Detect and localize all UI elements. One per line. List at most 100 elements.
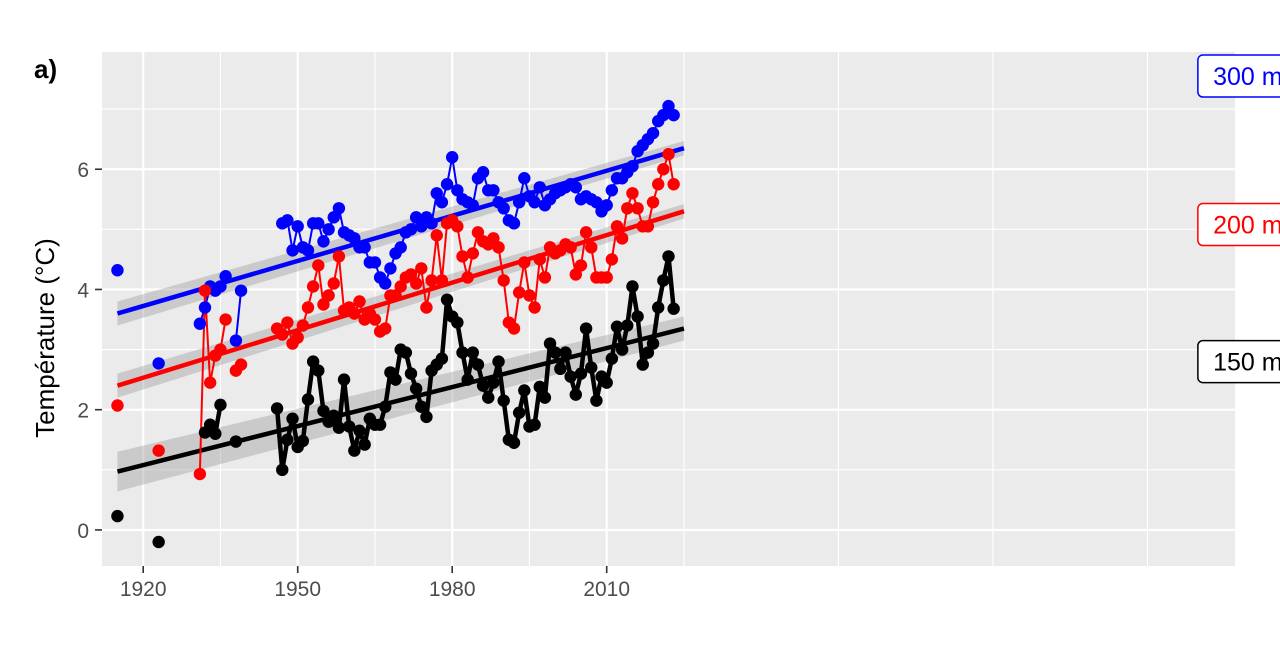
data-point-200-m xyxy=(214,343,227,356)
data-point-200-m xyxy=(425,274,438,287)
data-point-150-m xyxy=(487,376,500,389)
data-point-150-m xyxy=(641,346,655,359)
data-point-150-m xyxy=(353,424,366,437)
data-point-200-m xyxy=(492,241,505,254)
data-point-300-m xyxy=(646,126,660,140)
data-point-300-m xyxy=(590,196,603,209)
data-point-150-m xyxy=(518,384,531,397)
data-point-150-m xyxy=(528,418,541,431)
y-axis-tick-label: 0 xyxy=(77,520,89,543)
confidence-band-200-m xyxy=(117,204,684,398)
data-point-200-m xyxy=(219,313,232,326)
data-point-300-m xyxy=(229,334,243,347)
data-point-300-m xyxy=(476,166,490,179)
data-point-300-m xyxy=(507,217,521,230)
data-point-150-m xyxy=(600,376,613,389)
data-point-300-m xyxy=(193,317,207,330)
data-point-150-m xyxy=(373,418,387,431)
data-point-300-m xyxy=(234,284,248,297)
data-point-200-m xyxy=(600,271,613,284)
data-point-150-m xyxy=(327,409,340,422)
data-point-150-m xyxy=(610,320,624,333)
data-point-150-m xyxy=(435,352,449,365)
data-point-300-m xyxy=(528,196,541,209)
data-point-150-m xyxy=(281,433,294,446)
data-point-300-m xyxy=(657,108,670,122)
data-point-150-m xyxy=(343,420,356,433)
data-point-300-m xyxy=(384,262,397,275)
data-point-200-m xyxy=(456,250,469,263)
data-point-200-m xyxy=(523,289,536,302)
data-point-200-m xyxy=(234,358,248,371)
data-point-200-m xyxy=(193,467,207,481)
data-point-200-m xyxy=(327,277,340,290)
data-point-200-m xyxy=(389,289,402,302)
data-point-200-m xyxy=(631,202,644,215)
data-point-150-m xyxy=(348,444,361,457)
data-point-200-m xyxy=(667,178,680,191)
data-point-150-m xyxy=(538,391,552,404)
data-point-300-m xyxy=(466,199,479,212)
y-axis-tick-label: 4 xyxy=(77,279,89,302)
data-point-300-m xyxy=(569,181,582,194)
data-point-300-m xyxy=(394,241,407,254)
data-point-150-m xyxy=(420,410,433,424)
data-point-150-m xyxy=(337,373,351,386)
data-point-200-m xyxy=(533,253,546,266)
data-point-150-m xyxy=(466,346,479,359)
series-label-text: 200 m xyxy=(1213,212,1280,240)
data-point-150-m xyxy=(543,337,557,350)
data-point-200-m xyxy=(610,220,624,233)
data-point-300-m xyxy=(430,187,443,200)
data-point-200-m xyxy=(652,178,665,191)
data-point-150-m xyxy=(296,434,310,448)
data-point-150-m xyxy=(554,362,567,376)
data-point-150-m xyxy=(317,404,330,418)
data-point-200-m xyxy=(471,226,485,239)
data-point-300-m xyxy=(332,202,346,215)
data-point-200-m xyxy=(281,316,294,329)
data-point-300-m xyxy=(301,244,315,257)
data-point-200-m xyxy=(579,226,593,239)
data-point-150-m xyxy=(209,427,222,440)
series-label-150-m: 150 m xyxy=(1197,339,1280,384)
x-axis-tick-label: 2010 xyxy=(583,578,630,601)
data-point-200-m xyxy=(528,301,541,314)
data-point-150-m xyxy=(312,364,325,377)
data-point-150-m xyxy=(461,373,474,386)
data-point-200-m xyxy=(615,232,629,245)
data-point-200-m xyxy=(409,277,423,290)
data-point-200-m xyxy=(322,289,335,302)
data-point-150-m xyxy=(379,400,392,413)
data-point-200-m xyxy=(538,271,552,284)
data-point-150-m xyxy=(667,302,680,315)
data-point-150-m xyxy=(456,346,469,359)
data-point-300-m xyxy=(440,178,454,191)
series-label-text: 150 m xyxy=(1213,349,1280,377)
data-point-150-m xyxy=(564,370,577,383)
data-point-300-m xyxy=(291,220,304,233)
data-point-150-m xyxy=(229,435,243,448)
data-point-200-m xyxy=(203,376,217,389)
y-axis-title: Température (°C) xyxy=(30,238,60,438)
data-point-200-m xyxy=(497,274,510,287)
data-point-150-m xyxy=(569,388,582,401)
data-point-150-m xyxy=(615,343,629,356)
data-point-300-m xyxy=(626,160,639,173)
data-point-200-m xyxy=(152,444,165,457)
series-label-box xyxy=(1197,339,1280,384)
data-point-150-m xyxy=(270,402,284,415)
data-point-300-m xyxy=(219,270,232,283)
data-point-200-m xyxy=(461,271,474,284)
data-point-300-m xyxy=(518,172,531,185)
data-point-150-m xyxy=(549,346,562,359)
data-point-200-m xyxy=(621,202,634,215)
data-point-300-m xyxy=(497,202,510,215)
data-point-150-m xyxy=(389,373,402,386)
data-point-150-m xyxy=(399,346,413,359)
data-point-200-m xyxy=(368,313,382,326)
data-point-200-m xyxy=(332,250,346,263)
data-point-150-m xyxy=(301,393,315,406)
data-point-150-m xyxy=(657,274,670,287)
